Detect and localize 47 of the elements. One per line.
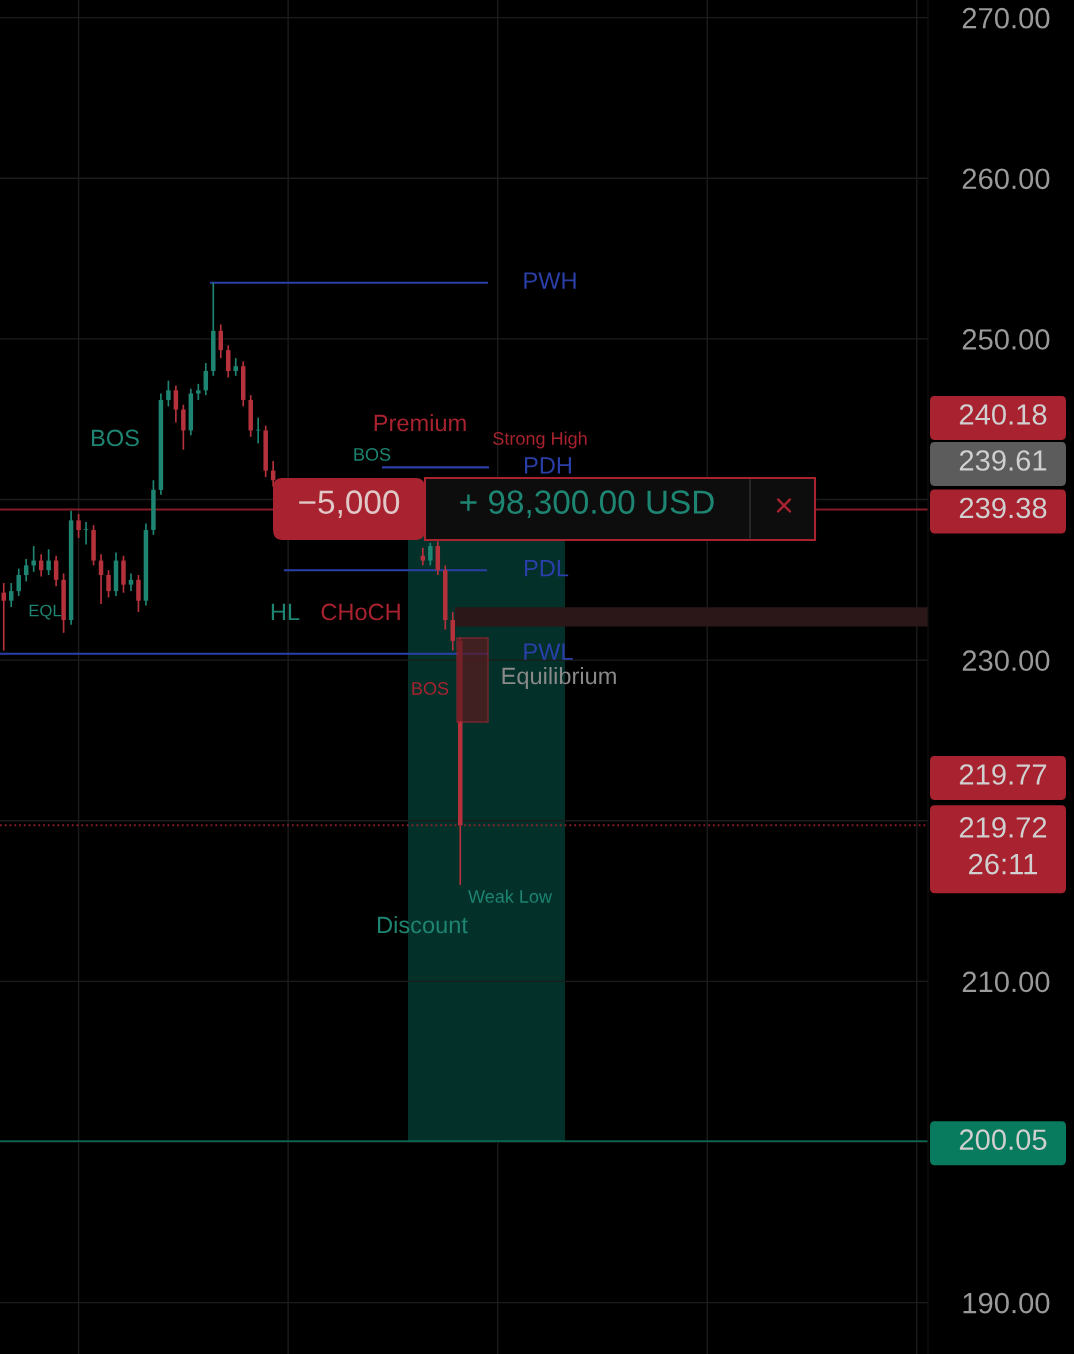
y-tick-label: 190.00	[963, 1292, 1050, 1314]
ref-line-label: PWH	[524, 272, 576, 289]
annotation: BOS	[354, 448, 391, 461]
annotation: BOS	[412, 682, 449, 695]
annotation: EQL	[29, 604, 62, 620]
text: 219.77	[959, 764, 1047, 785]
ref-line-label: PDH	[525, 457, 571, 474]
annotation: Premium	[374, 413, 466, 432]
ref-line-label: 239.38	[959, 497, 1047, 519]
y-tick-label: 210.00	[962, 971, 1050, 993]
text: 239.61	[959, 450, 1047, 471]
y-tick-label: 270.00	[962, 7, 1050, 29]
annotation: CHoCH	[321, 603, 400, 621]
text: 240.18	[959, 404, 1047, 425]
y-tick-label: 250.00	[962, 329, 1050, 350]
ref-line-label: 200.05	[959, 1129, 1047, 1151]
candlestick	[128, 572, 134, 592]
candlestick	[428, 542, 433, 567]
annotation: Weak Low	[468, 889, 553, 903]
candlestick	[1, 582, 6, 652]
y-tick-label: 260.00	[962, 168, 1050, 190]
y-tick-label: 230.00	[962, 650, 1050, 671]
ref-line-label: 219.72 26:11	[959, 817, 1047, 875]
candlestick	[31, 545, 36, 573]
candlestick	[46, 548, 51, 576]
candlestick	[136, 574, 141, 613]
ref-line-label: PDL	[524, 560, 569, 577]
annotation: Equilibrium	[502, 666, 616, 690]
candlestick	[233, 357, 238, 377]
annotation: ×	[776, 498, 792, 513]
candlestick	[8, 582, 14, 608]
candlestick	[173, 384, 179, 424]
annotation: Discount	[378, 915, 468, 934]
candlestick	[76, 513, 81, 539]
ref-line-label: PWL	[524, 643, 573, 660]
candlestick	[83, 521, 89, 546]
candlestick	[166, 379, 171, 408]
annotation: HL	[271, 603, 300, 621]
candlestick	[23, 558, 29, 583]
candlestick	[16, 567, 21, 597]
annotation: BOS	[92, 429, 139, 447]
candlestick	[181, 403, 186, 451]
annotation: Strong High	[493, 431, 587, 449]
candlestick	[106, 569, 111, 599]
annotation: + 98,300.00 USD	[460, 490, 714, 518]
candlestick	[226, 344, 231, 379]
annotation: −5,000	[299, 490, 400, 518]
